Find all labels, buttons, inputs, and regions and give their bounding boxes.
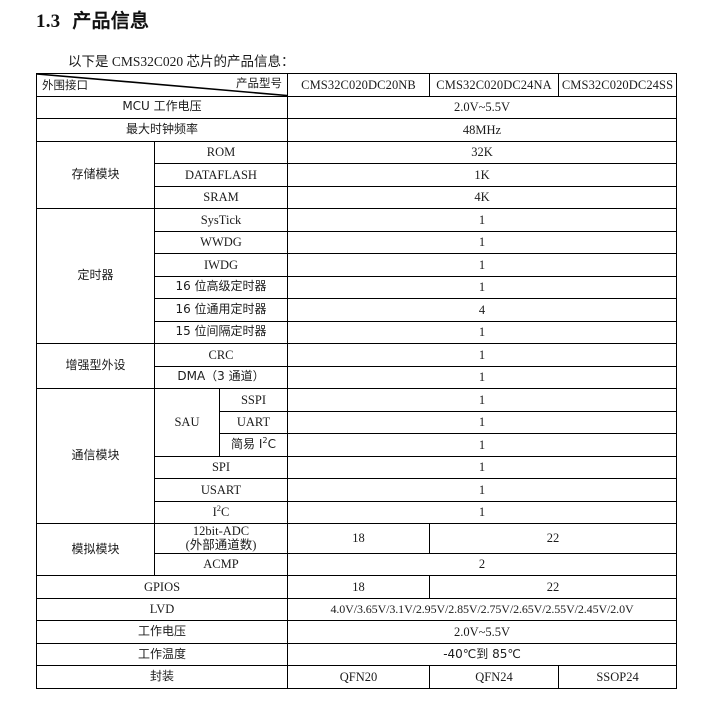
group-label-communication: 通信模块	[36, 388, 155, 524]
row-label-dma: DMA（3 通道）	[153, 365, 289, 389]
table-row: 工作电压 2.0V~5.5V	[35, 620, 678, 644]
row-value-sspi: 1	[287, 388, 678, 412]
row-value-spi: 1	[287, 455, 678, 479]
row-label-operating-temperature: 工作温度	[35, 642, 289, 667]
subgroup-label-sau: SAU	[154, 388, 220, 457]
group-label-storage: 存储模块	[36, 140, 155, 209]
row-label-mcu-voltage: MCU 工作电压	[35, 95, 289, 119]
row-label-iwdg: IWDG	[153, 253, 289, 277]
table-row: GPIOS 18 22	[35, 575, 678, 599]
page-title: 1.3 产品信息	[36, 6, 149, 33]
table-row: 定时器 SysTick 1	[36, 208, 678, 344]
section-number: 1.3	[36, 11, 61, 32]
row-value-simple-i2c: 1	[287, 433, 678, 457]
table-row: IWDG 1	[37, 253, 678, 277]
row-value-iwdg: 1	[287, 253, 678, 277]
row-value-gpios-col1: 18	[287, 575, 431, 599]
row-value-dataflash: 1K	[287, 163, 678, 187]
corner-bottom-left-label: 外围接口	[42, 78, 88, 93]
row-label-acmp: ACMP	[153, 552, 289, 577]
table-row: DATAFLASH 1K	[37, 163, 678, 187]
corner-top-right-label: 产品型号	[236, 76, 283, 90]
row-value-sram: 4K	[287, 185, 678, 209]
row-label-15bit-interval-timer: 15 位间隔定时器	[153, 320, 289, 344]
table-row: LVD 4.0V/3.65V/3.1V/2.95V/2.85V/2.75V/2.…	[35, 597, 678, 622]
table-row: 增强型外设 CRC 1	[36, 343, 678, 389]
row-label-i2c: I2C	[153, 500, 289, 524]
group-label-timers: 定时器	[36, 208, 155, 344]
product-column-header-2: CMS32C020DC24NA	[429, 73, 560, 97]
table-row: 模拟模块 12bit-ADC (外部通道数) 18 22	[36, 522, 678, 577]
row-label-operating-voltage: 工作电压	[35, 620, 289, 644]
row-label-16bit-advanced-timer: 16 位高级定时器	[153, 275, 289, 299]
table-row: WWDG 1	[37, 230, 678, 254]
row-value-crc: 1	[287, 343, 678, 367]
product-column-header-1: CMS32C020DC20NB	[287, 73, 431, 97]
row-label-wwdg: WWDG	[153, 230, 289, 254]
table-row: 存储模块 ROM 32K	[36, 140, 678, 209]
row-value-rom: 32K	[287, 140, 678, 164]
row-label-spi: SPI	[153, 455, 289, 479]
row-value-16bit-general-timer: 4	[287, 298, 678, 322]
row-value-operating-temperature: -40℃到 85℃	[287, 642, 678, 667]
row-label-max-clock: 最大时钟频率	[35, 118, 289, 142]
table-row: 工作温度 -40℃到 85℃	[35, 642, 678, 667]
adc-label-line2: (外部通道数)	[185, 538, 257, 553]
row-value-usart: 1	[287, 478, 678, 502]
row-label-lvd: LVD	[35, 597, 289, 622]
row-label-systick: SysTick	[153, 208, 289, 232]
row-value-acmp: 2	[287, 552, 678, 577]
row-value-gpios-col23: 22	[429, 575, 678, 599]
table-row: 16 位通用定时器 4	[37, 298, 678, 322]
row-label-sspi: SSPI	[218, 388, 289, 412]
row-label-16bit-general-timer: 16 位通用定时器	[153, 298, 289, 322]
table-row: 最大时钟频率 48MHz	[35, 118, 678, 142]
row-value-systick: 1	[287, 208, 678, 232]
group-label-enhanced-peripherals: 增强型外设	[36, 343, 155, 389]
intro-paragraph: 以下是 CMS32C020 芯片的产品信息：	[68, 54, 295, 69]
row-label-sram: SRAM	[153, 185, 289, 209]
product-column-header-3: CMS32C020DC24SS	[558, 73, 678, 97]
row-label-package: 封装	[35, 665, 289, 689]
row-value-package-col2: QFN24	[429, 665, 560, 689]
section-title: 产品信息	[72, 11, 150, 32]
row-value-operating-voltage: 2.0V~5.5V	[287, 620, 678, 644]
row-value-12bit-adc-col1: 18	[287, 523, 431, 554]
row-value-16bit-advanced-timer: 1	[287, 275, 678, 299]
table-row: 15 位间隔定时器 1	[37, 320, 678, 344]
row-label-12bit-adc: 12bit-ADC (外部通道数)	[153, 523, 289, 554]
row-value-i2c: 1	[287, 500, 678, 524]
table-row: 通信模块 SAU SSPI 1	[36, 388, 678, 524]
table-row: DMA（3 通道） 1	[37, 365, 678, 389]
product-spec-table: 产品型号 外围接口 CMS32C020DC20NB CMS32C020DC24N…	[35, 73, 678, 689]
row-value-dma: 1	[287, 365, 678, 389]
table-row: SRAM 4K	[37, 185, 678, 209]
row-value-package-col1: QFN20	[287, 665, 431, 689]
group-label-analog: 模拟模块	[36, 522, 155, 577]
table-row: MCU 工作电压 2.0V~5.5V	[35, 95, 678, 119]
spec-table-container: 产品型号 外围接口 CMS32C020DC20NB CMS32C020DC24N…	[35, 73, 678, 689]
table-header-row: 产品型号 外围接口 CMS32C020DC20NB CMS32C020DC24N…	[35, 73, 678, 97]
adc-label-line1: 12bit-ADC	[192, 524, 250, 538]
row-value-wwdg: 1	[287, 230, 678, 254]
row-label-gpios: GPIOS	[35, 575, 289, 599]
row-value-max-clock: 48MHz	[287, 118, 678, 142]
corner-header-cell: 产品型号 外围接口	[35, 73, 289, 97]
row-value-package-col3: SSOP24	[558, 665, 678, 689]
row-label-crc: CRC	[153, 343, 289, 367]
row-label-uart: UART	[218, 410, 289, 434]
row-value-lvd: 4.0V/3.65V/3.1V/2.95V/2.85V/2.75V/2.65V/…	[287, 597, 678, 622]
row-value-15bit-interval-timer: 1	[287, 320, 678, 344]
table-row: I2C 1	[37, 500, 678, 524]
table-row: 封装 QFN20 QFN24 SSOP24	[35, 665, 678, 689]
row-label-dataflash: DATAFLASH	[153, 163, 289, 187]
row-label-simple-i2c: 简易 I2C	[218, 433, 289, 457]
row-value-uart: 1	[287, 410, 678, 434]
diagonal-divider-icon	[37, 74, 287, 96]
row-value-mcu-voltage: 2.0V~5.5V	[287, 95, 678, 119]
row-value-12bit-adc-col23: 22	[429, 523, 678, 554]
row-label-usart: USART	[153, 478, 289, 502]
row-label-rom: ROM	[153, 140, 289, 164]
